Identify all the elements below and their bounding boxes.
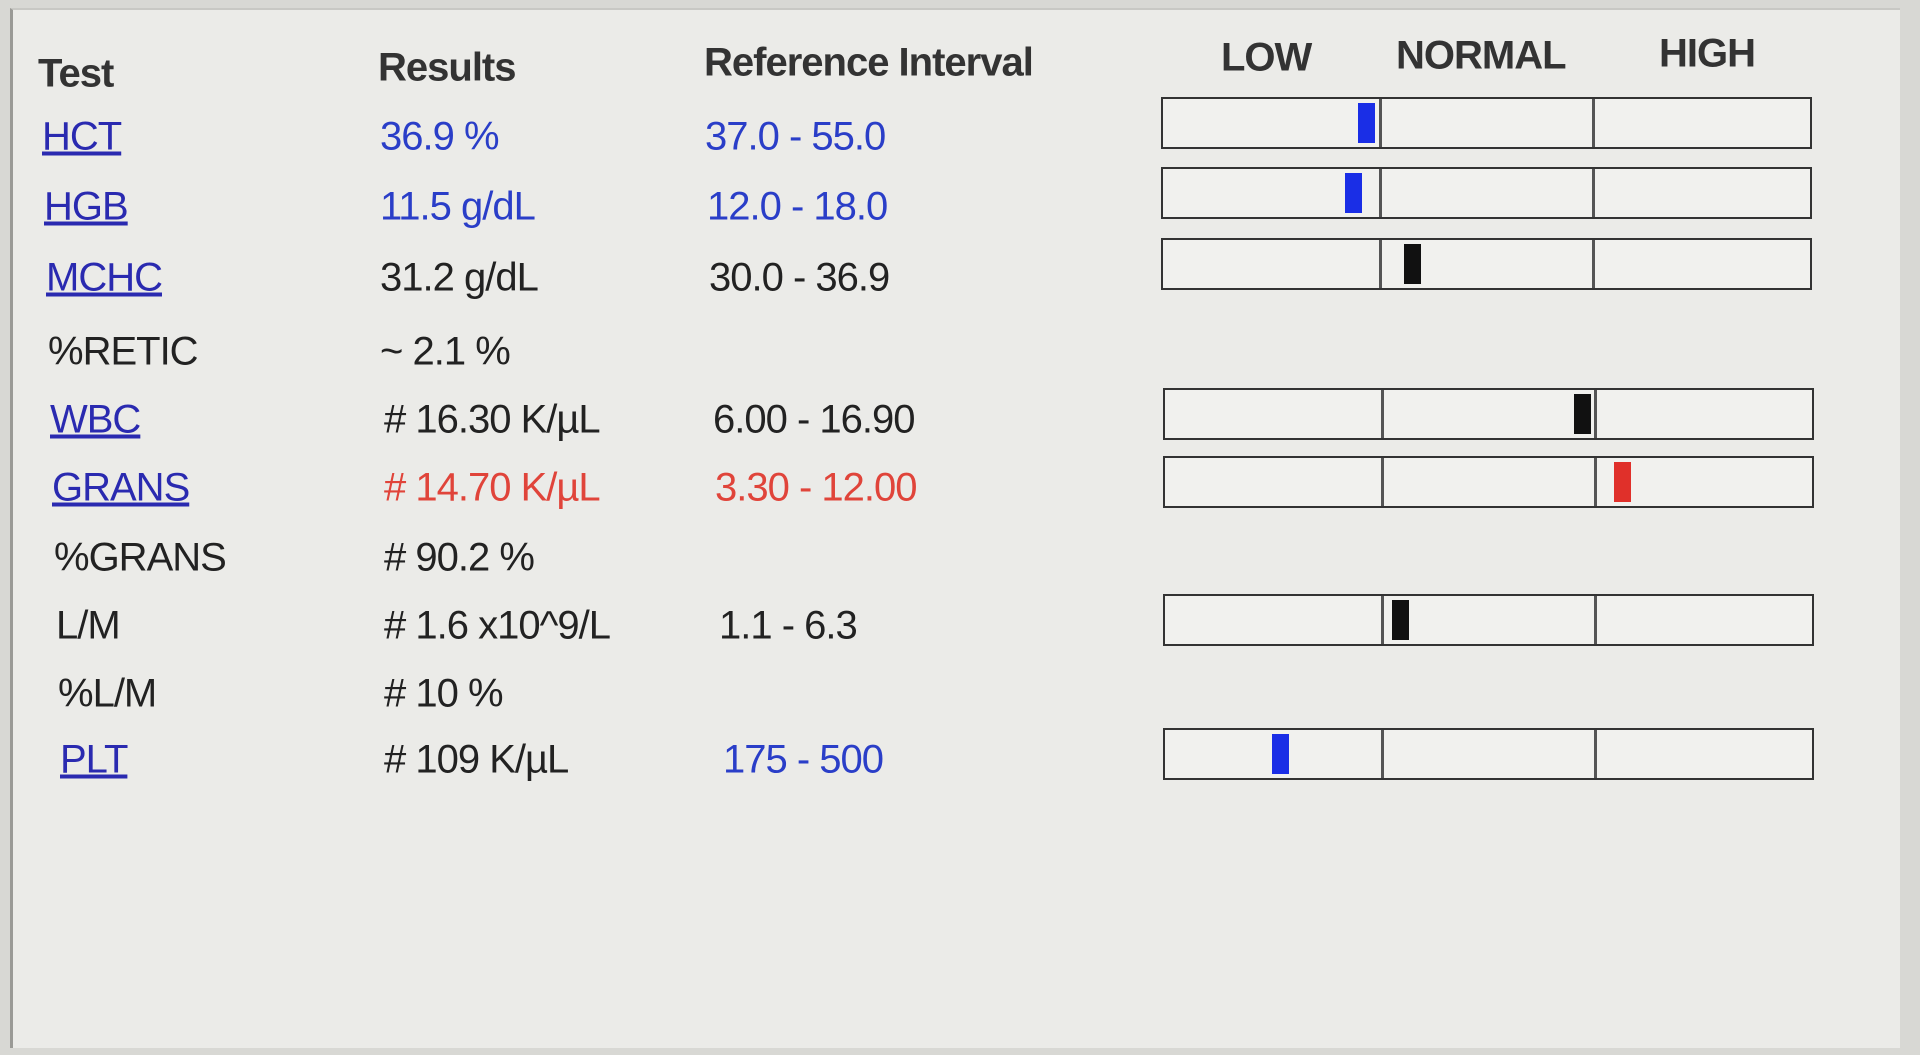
test-link[interactable]: HCT bbox=[42, 114, 122, 159]
result: # 10 % bbox=[384, 671, 504, 716]
gauge-marker bbox=[1404, 244, 1421, 284]
gauge-marker bbox=[1392, 600, 1409, 640]
range-gauge bbox=[1163, 456, 1814, 508]
gauge-divider bbox=[1592, 99, 1595, 147]
test-link[interactable]: GRANS bbox=[52, 465, 190, 510]
test-name: %RETIC bbox=[48, 329, 199, 374]
reference-interval: 12.0 - 18.0 bbox=[707, 184, 888, 229]
gauge-marker bbox=[1614, 462, 1631, 502]
range-gauge bbox=[1163, 594, 1814, 646]
test-link[interactable]: MCHC bbox=[46, 255, 163, 300]
result: 11.5 g/dL bbox=[380, 184, 536, 229]
test-link[interactable]: WBC bbox=[50, 397, 141, 442]
reference-interval: 30.0 - 36.9 bbox=[709, 255, 890, 300]
result: # 109 K/µL bbox=[384, 737, 569, 782]
reference-interval: 6.00 - 16.90 bbox=[713, 397, 915, 442]
reference-interval: 37.0 - 55.0 bbox=[705, 114, 886, 159]
gauge-divider bbox=[1592, 240, 1595, 288]
gauge-divider bbox=[1381, 458, 1384, 506]
reference-interval: 3.30 - 12.00 bbox=[715, 465, 917, 510]
gauge-divider bbox=[1594, 458, 1597, 506]
gauge-divider bbox=[1381, 596, 1384, 644]
column-header: Results bbox=[378, 45, 516, 90]
result: # 16.30 K/µL bbox=[384, 397, 601, 442]
gauge-divider bbox=[1594, 390, 1597, 438]
gauge-divider bbox=[1379, 99, 1382, 147]
gauge-marker bbox=[1358, 103, 1375, 143]
gauge-header: HIGH bbox=[1659, 31, 1756, 76]
test-name: L/M bbox=[56, 603, 121, 648]
range-gauge bbox=[1161, 97, 1812, 149]
gauge-marker bbox=[1272, 734, 1289, 774]
gauge-divider bbox=[1379, 169, 1382, 217]
range-gauge bbox=[1163, 728, 1814, 780]
range-gauge bbox=[1161, 238, 1812, 290]
result: # 90.2 % bbox=[384, 535, 535, 580]
result: 36.9 % bbox=[380, 114, 500, 159]
range-gauge bbox=[1161, 167, 1812, 219]
test-link[interactable]: HGB bbox=[44, 184, 129, 229]
gauge-marker bbox=[1574, 394, 1591, 434]
gauge-header: NORMAL bbox=[1396, 33, 1567, 78]
gauge-divider bbox=[1381, 730, 1384, 778]
gauge-divider bbox=[1379, 240, 1382, 288]
column-header: Test bbox=[38, 51, 114, 96]
result: # 14.70 K/µL bbox=[384, 465, 601, 510]
gauge-divider bbox=[1594, 596, 1597, 644]
gauge-divider bbox=[1592, 169, 1595, 217]
reference-interval: 1.1 - 6.3 bbox=[719, 603, 858, 648]
result: 31.2 g/dL bbox=[380, 255, 539, 300]
gauge-header: LOW bbox=[1221, 35, 1312, 80]
gauge-divider bbox=[1381, 390, 1384, 438]
gauge-divider bbox=[1594, 730, 1597, 778]
results-panel bbox=[10, 8, 1900, 1048]
test-link[interactable]: PLT bbox=[60, 737, 128, 782]
result: # 1.6 x10^9/L bbox=[384, 603, 611, 648]
gauge-marker bbox=[1345, 173, 1362, 213]
test-name: %L/M bbox=[58, 671, 157, 716]
reference-interval: 175 - 500 bbox=[723, 737, 884, 782]
test-name: %GRANS bbox=[54, 535, 227, 580]
range-gauge bbox=[1163, 388, 1814, 440]
column-header: Reference Interval bbox=[704, 40, 1034, 85]
result: ~ 2.1 % bbox=[380, 329, 511, 374]
